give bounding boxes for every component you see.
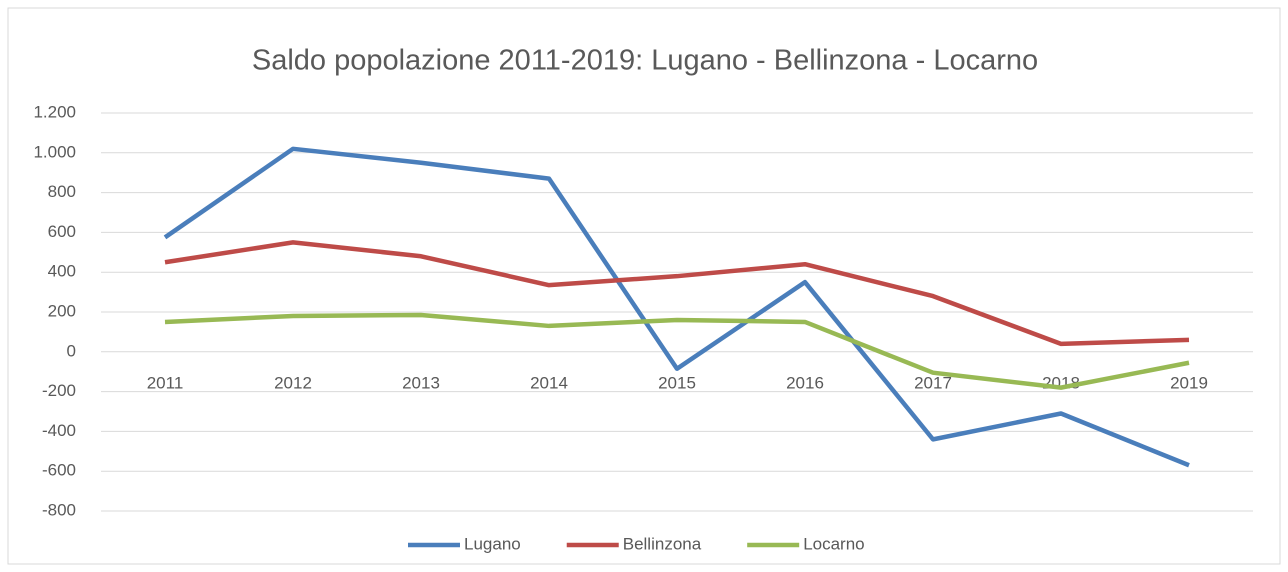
x-tick-label: 2012 [274, 373, 312, 392]
series-line [164, 312, 1190, 390]
x-tick-label: 2014 [530, 373, 568, 392]
x-tick-label: 2017 [914, 373, 952, 392]
x-tick-label: 2015 [658, 373, 696, 392]
y-tick-label: 800 [48, 182, 76, 201]
legend-label: Locarno [803, 534, 864, 553]
y-tick-label: -200 [42, 381, 76, 400]
x-tick-label: 2016 [786, 373, 824, 392]
y-tick-label: -400 [42, 421, 76, 440]
y-tick-label: 1.200 [33, 102, 76, 121]
x-tick-label: 2019 [1170, 373, 1208, 392]
y-tick-label: 400 [48, 262, 76, 281]
series-line [164, 240, 1190, 347]
x-tick-label: 2013 [402, 373, 440, 392]
y-tick-label: 200 [48, 301, 76, 320]
y-tick-label: 0 [67, 341, 76, 360]
y-tick-label: -600 [42, 461, 76, 480]
chart-title: Saldo popolazione 2011-2019: Lugano - Be… [252, 45, 1038, 77]
chart-border [7, 7, 1281, 565]
legend-label: Bellinzona [623, 534, 702, 553]
y-tick-label: 1.000 [33, 142, 76, 161]
legend-label: Lugano [464, 534, 521, 553]
y-tick-label: -800 [42, 500, 76, 519]
x-tick-label: 2011 [147, 373, 184, 392]
y-tick-label: 600 [48, 222, 76, 241]
series-line [163, 146, 1190, 468]
